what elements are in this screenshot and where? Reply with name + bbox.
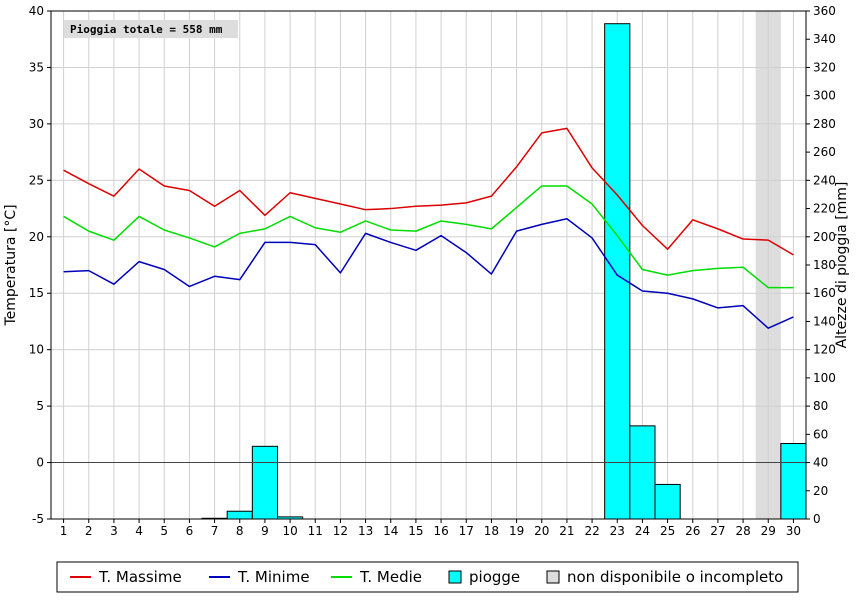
legend-swatch <box>448 570 462 584</box>
y-axis-title: Temperatura [°C] <box>3 204 19 326</box>
x-tick-label: 10 <box>282 524 297 538</box>
x-tick-label: 30 <box>786 524 801 538</box>
legend-label: T. Massime <box>98 568 182 586</box>
x-tick-label: 18 <box>484 524 499 538</box>
y2-tick-label: 180 <box>813 258 836 272</box>
x-tick-label: 5 <box>160 524 168 538</box>
legend-label: piogge <box>469 568 520 586</box>
y-tick-label: 35 <box>29 60 44 74</box>
y-tick-label: 5 <box>36 399 44 413</box>
x-tick-label: 6 <box>186 524 194 538</box>
series-line-t-massime <box>63 127 794 256</box>
y-tick-label: -5 <box>32 512 44 526</box>
x-tick-label: 22 <box>584 524 599 538</box>
y2-tick-label: 240 <box>813 173 836 187</box>
x-tick-label: 13 <box>358 524 373 538</box>
series-line-t-medie <box>63 185 794 289</box>
y2-axis-title: Altezze di pioggia [mm] <box>834 182 850 349</box>
plot-area <box>51 11 806 519</box>
y2-tick-label: 280 <box>813 117 836 131</box>
x-tick-label: 3 <box>110 524 118 538</box>
legend-label: T. Medie <box>359 568 422 586</box>
x-tick-label: 14 <box>383 524 398 538</box>
rain-bar-day-23 <box>604 23 631 520</box>
y2-tick-label: 120 <box>813 343 836 357</box>
y2-tick-label: 0 <box>813 512 821 526</box>
rain-bar-day-9 <box>251 445 278 520</box>
x-tick-label: 25 <box>660 524 675 538</box>
rain-total-annotation: Pioggia totale = 558 mm <box>64 20 238 38</box>
y2-tick-label: 360 <box>813 4 836 18</box>
x-tick-label: 7 <box>211 524 219 538</box>
rain-bar-day-8 <box>226 510 253 520</box>
y-tick-label: 25 <box>29 173 44 187</box>
x-tick-label: 21 <box>559 524 574 538</box>
y2-tick-label: 60 <box>813 427 828 441</box>
y2-tick-label: 260 <box>813 145 836 159</box>
x-tick-label: 1 <box>60 524 68 538</box>
y-tick-label: 15 <box>29 286 44 300</box>
x-tick-label: 23 <box>610 524 625 538</box>
y2-tick-label: 40 <box>813 456 828 470</box>
x-tick-label: 19 <box>509 524 524 538</box>
x-tick-label: 11 <box>308 524 323 538</box>
y2-tick-label: 80 <box>813 399 828 413</box>
y-tick-label: 10 <box>29 343 44 357</box>
x-tick-label: 17 <box>459 524 474 538</box>
y2-tick-label: 200 <box>813 230 836 244</box>
y-tick-label: 40 <box>29 4 44 18</box>
x-tick-label: 16 <box>433 524 448 538</box>
x-tick-label: 28 <box>735 524 750 538</box>
y-tick-label: 20 <box>29 230 44 244</box>
legend-label: T. Minime <box>237 568 310 586</box>
rain-bar-day-24 <box>629 425 656 520</box>
x-tick-label: 24 <box>635 524 650 538</box>
y2-tick-label: 340 <box>813 32 836 46</box>
y2-tick-label: 160 <box>813 286 836 300</box>
y2-tick-label: 300 <box>813 89 836 103</box>
x-tick-label: 4 <box>135 524 143 538</box>
y2-tick-label: 320 <box>813 60 836 74</box>
series-line-t-minime <box>63 217 794 329</box>
y2-tick-label: 220 <box>813 202 836 216</box>
rain-bar-day-30 <box>780 443 807 520</box>
x-tick-label: 2 <box>85 524 93 538</box>
rain-bar-day-25 <box>654 483 681 520</box>
legend-label: non disponibile o incompleto <box>567 568 783 586</box>
y-tick-label: 30 <box>29 117 44 131</box>
legend-swatch <box>546 570 560 584</box>
y-tick-label: 0 <box>36 456 44 470</box>
legend-box <box>56 561 799 593</box>
y2-tick-label: 140 <box>813 314 836 328</box>
x-tick-label: 12 <box>333 524 348 538</box>
x-tick-label: 15 <box>408 524 423 538</box>
y2-tick-label: 20 <box>813 484 828 498</box>
x-tick-label: 8 <box>236 524 244 538</box>
x-tick-label: 20 <box>534 524 549 538</box>
rain-total-text: Pioggia totale = 558 mm <box>70 23 223 36</box>
x-tick-label: 9 <box>261 524 269 538</box>
legend: T. Massime T. Minime T. Medie piogge non dis… <box>56 561 799 593</box>
x-tick-label: 27 <box>710 524 725 538</box>
y2-tick-label: 100 <box>813 371 836 385</box>
x-tick-label: 26 <box>685 524 700 538</box>
x-tick-label: 29 <box>761 524 776 538</box>
